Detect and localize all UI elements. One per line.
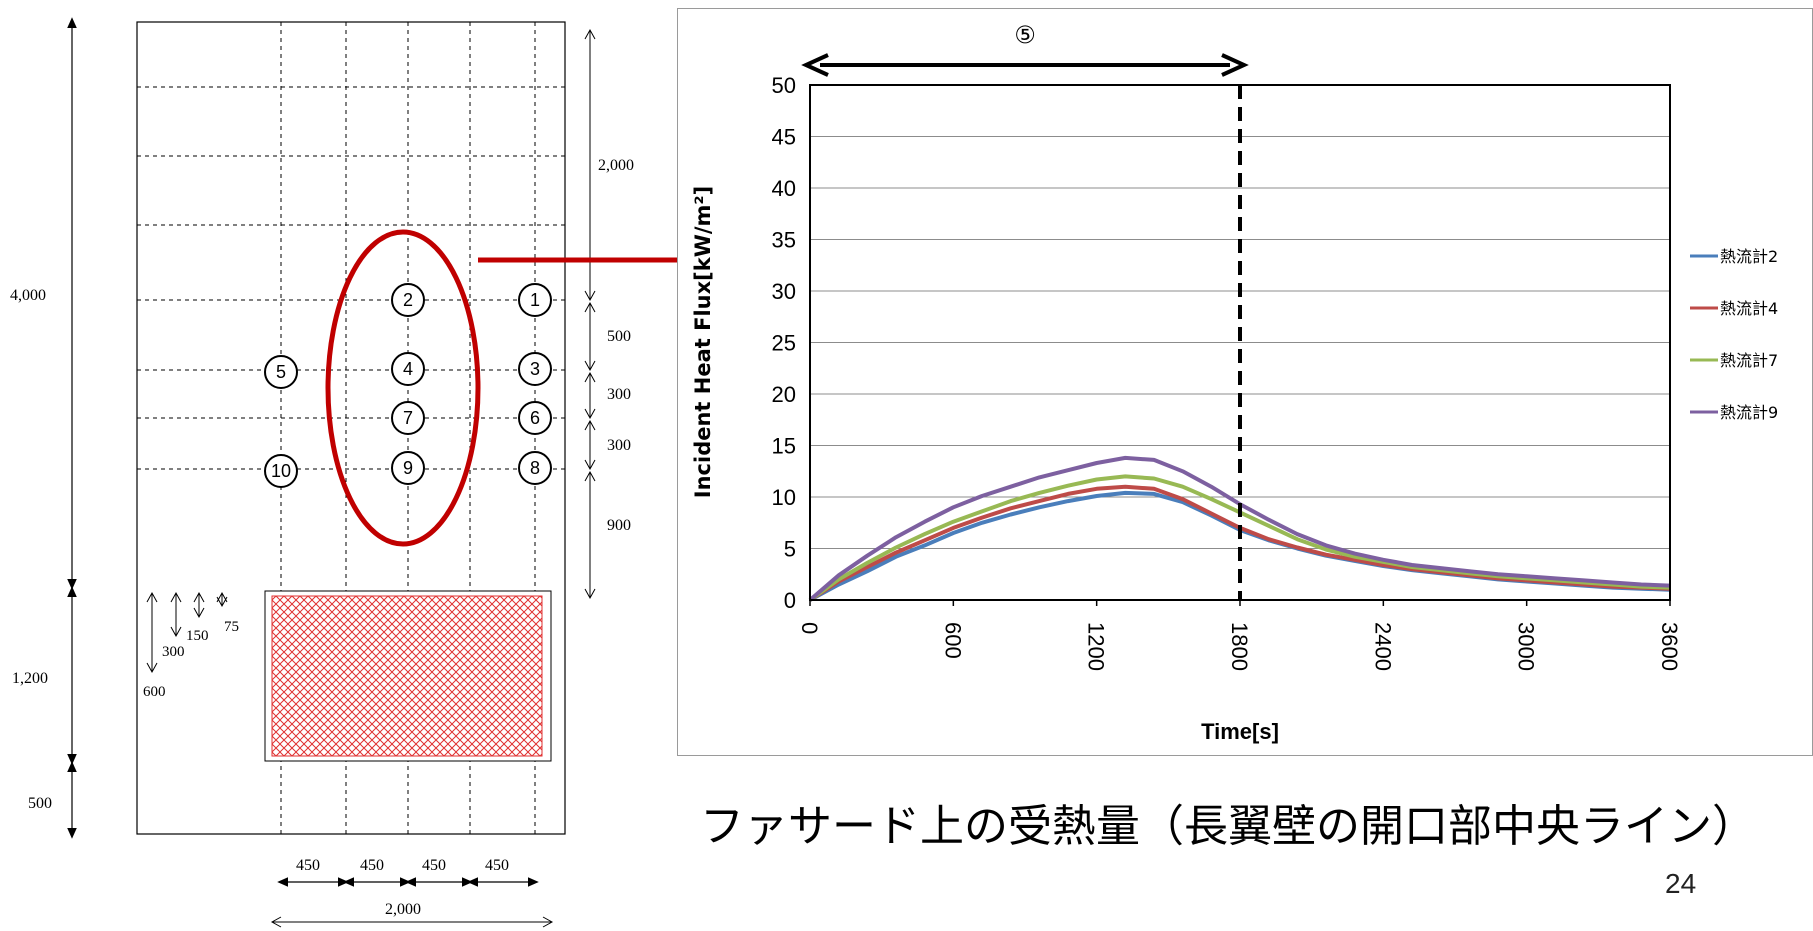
span-arrow: [801, 53, 1249, 77]
svg-text:6: 6: [530, 408, 540, 428]
dim-right-2000: 2,000: [598, 157, 634, 174]
dim-bottom-450-a: 450: [296, 857, 320, 874]
svg-text:9: 9: [403, 458, 413, 478]
heat-flux-chart: 0 5 10 15 20 25 30 35 40 45 50 0 600 1200 1800 2400 300…: [691, 21, 1778, 744]
x-tick-label: 600: [940, 622, 965, 659]
sensor-6: 6: [518, 401, 552, 435]
facade-outline: [136, 21, 566, 835]
legend-label: 熱流計4: [1720, 299, 1778, 318]
y-tick-label: 40: [772, 176, 796, 201]
svg-text:7: 7: [403, 408, 413, 428]
dim-bottom-450-b: 450: [360, 857, 384, 874]
y-tick-label: 50: [772, 73, 796, 98]
sensor-10: 10: [264, 454, 298, 488]
dim-bottom-450-d: 450: [485, 857, 509, 874]
dim-right-900: 900: [607, 517, 631, 534]
y-tick-label: 0: [784, 588, 796, 613]
svg-text:10: 10: [271, 461, 291, 481]
legend-label: 熱流計9: [1720, 403, 1778, 422]
figure-caption: ファサード上の受熱量（長翼壁の開口部中央ライン）: [700, 801, 1756, 852]
sensor-1: 1: [518, 283, 552, 317]
page-number: 24: [1665, 868, 1697, 899]
x-tick-label: 0: [797, 622, 822, 634]
dim-burner-150: 150: [186, 628, 209, 644]
sensor-5: 5: [264, 355, 298, 389]
x-tick-labels: 0 600 1200 1800 2400 3000 3600: [797, 600, 1682, 671]
dim-burner-600: 600: [143, 684, 166, 700]
y-tick-label: 10: [772, 485, 796, 510]
legend: 熱流計2 熱流計4 熱流計7 熱流計9: [1690, 247, 1778, 422]
svg-text:1: 1: [530, 290, 540, 310]
dim-right-300a: 300: [607, 386, 631, 403]
svg-text:3: 3: [530, 359, 540, 379]
sensor-7: 7: [391, 401, 425, 435]
dim-bottom-450-c: 450: [422, 857, 446, 874]
x-tick-label: 3600: [1657, 622, 1682, 671]
sensor-4: 4: [391, 352, 425, 386]
y-tick-label: 15: [772, 434, 796, 459]
sensor-3: 3: [518, 352, 552, 386]
legend-label: 熱流計7: [1720, 351, 1778, 370]
x-tick-label: 1200: [1084, 622, 1109, 671]
y-tick-labels: 0 5 10 15 20 25 30 35 40 45 50: [772, 73, 796, 613]
chart-panel: 0 5 10 15 20 25 30 35 40 45 50 0 600 1200 1800 2400 300…: [677, 8, 1813, 756]
chart-title: ⑤: [1014, 21, 1036, 49]
highlight-ellipse: [325, 229, 481, 547]
burner-dimension-lines: [146, 591, 228, 674]
dim-left-4000: 4,000: [10, 287, 46, 304]
svg-text:8: 8: [530, 458, 540, 478]
x-axis-label: Time[s]: [1201, 719, 1279, 744]
dim-burner-300: 300: [162, 644, 185, 660]
y-tick-label: 35: [772, 228, 796, 253]
sensor-2: 2: [391, 283, 425, 317]
svg-text:5: 5: [276, 362, 286, 382]
y-axis-label: Incident Heat Flux[kW/m²]: [691, 186, 715, 498]
y-tick-label: 20: [772, 382, 796, 407]
dim-right-300b: 300: [607, 437, 631, 454]
y-tick-label: 25: [772, 331, 796, 356]
legend-label: 熱流計2: [1720, 247, 1778, 266]
sensor-9: 9: [391, 451, 425, 485]
dim-burner-75: 75: [224, 619, 239, 635]
y-tick-label: 5: [784, 537, 796, 562]
facade-diagram: 4,000 1,200 500 2,000 500 300 300 900 75…: [10, 17, 634, 928]
svg-text:4: 4: [403, 359, 413, 379]
y-tick-label: 45: [772, 125, 796, 150]
dim-right-500: 500: [607, 328, 631, 345]
dim-left-1200: 1,200: [12, 670, 48, 687]
burner-hatch: [271, 595, 543, 757]
x-tick-label: 1800: [1227, 622, 1252, 671]
x-tick-label: 2400: [1370, 622, 1395, 671]
dim-bottom-total: 2,000: [385, 901, 421, 918]
dim-left-500: 500: [28, 795, 52, 812]
x-tick-label: 3000: [1514, 622, 1539, 671]
y-tick-label: 30: [772, 279, 796, 304]
sensor-markers: 1 2 3 4 5 6 7 8 9 10: [264, 283, 552, 488]
svg-text:2: 2: [403, 290, 413, 310]
sensor-8: 8: [518, 451, 552, 485]
